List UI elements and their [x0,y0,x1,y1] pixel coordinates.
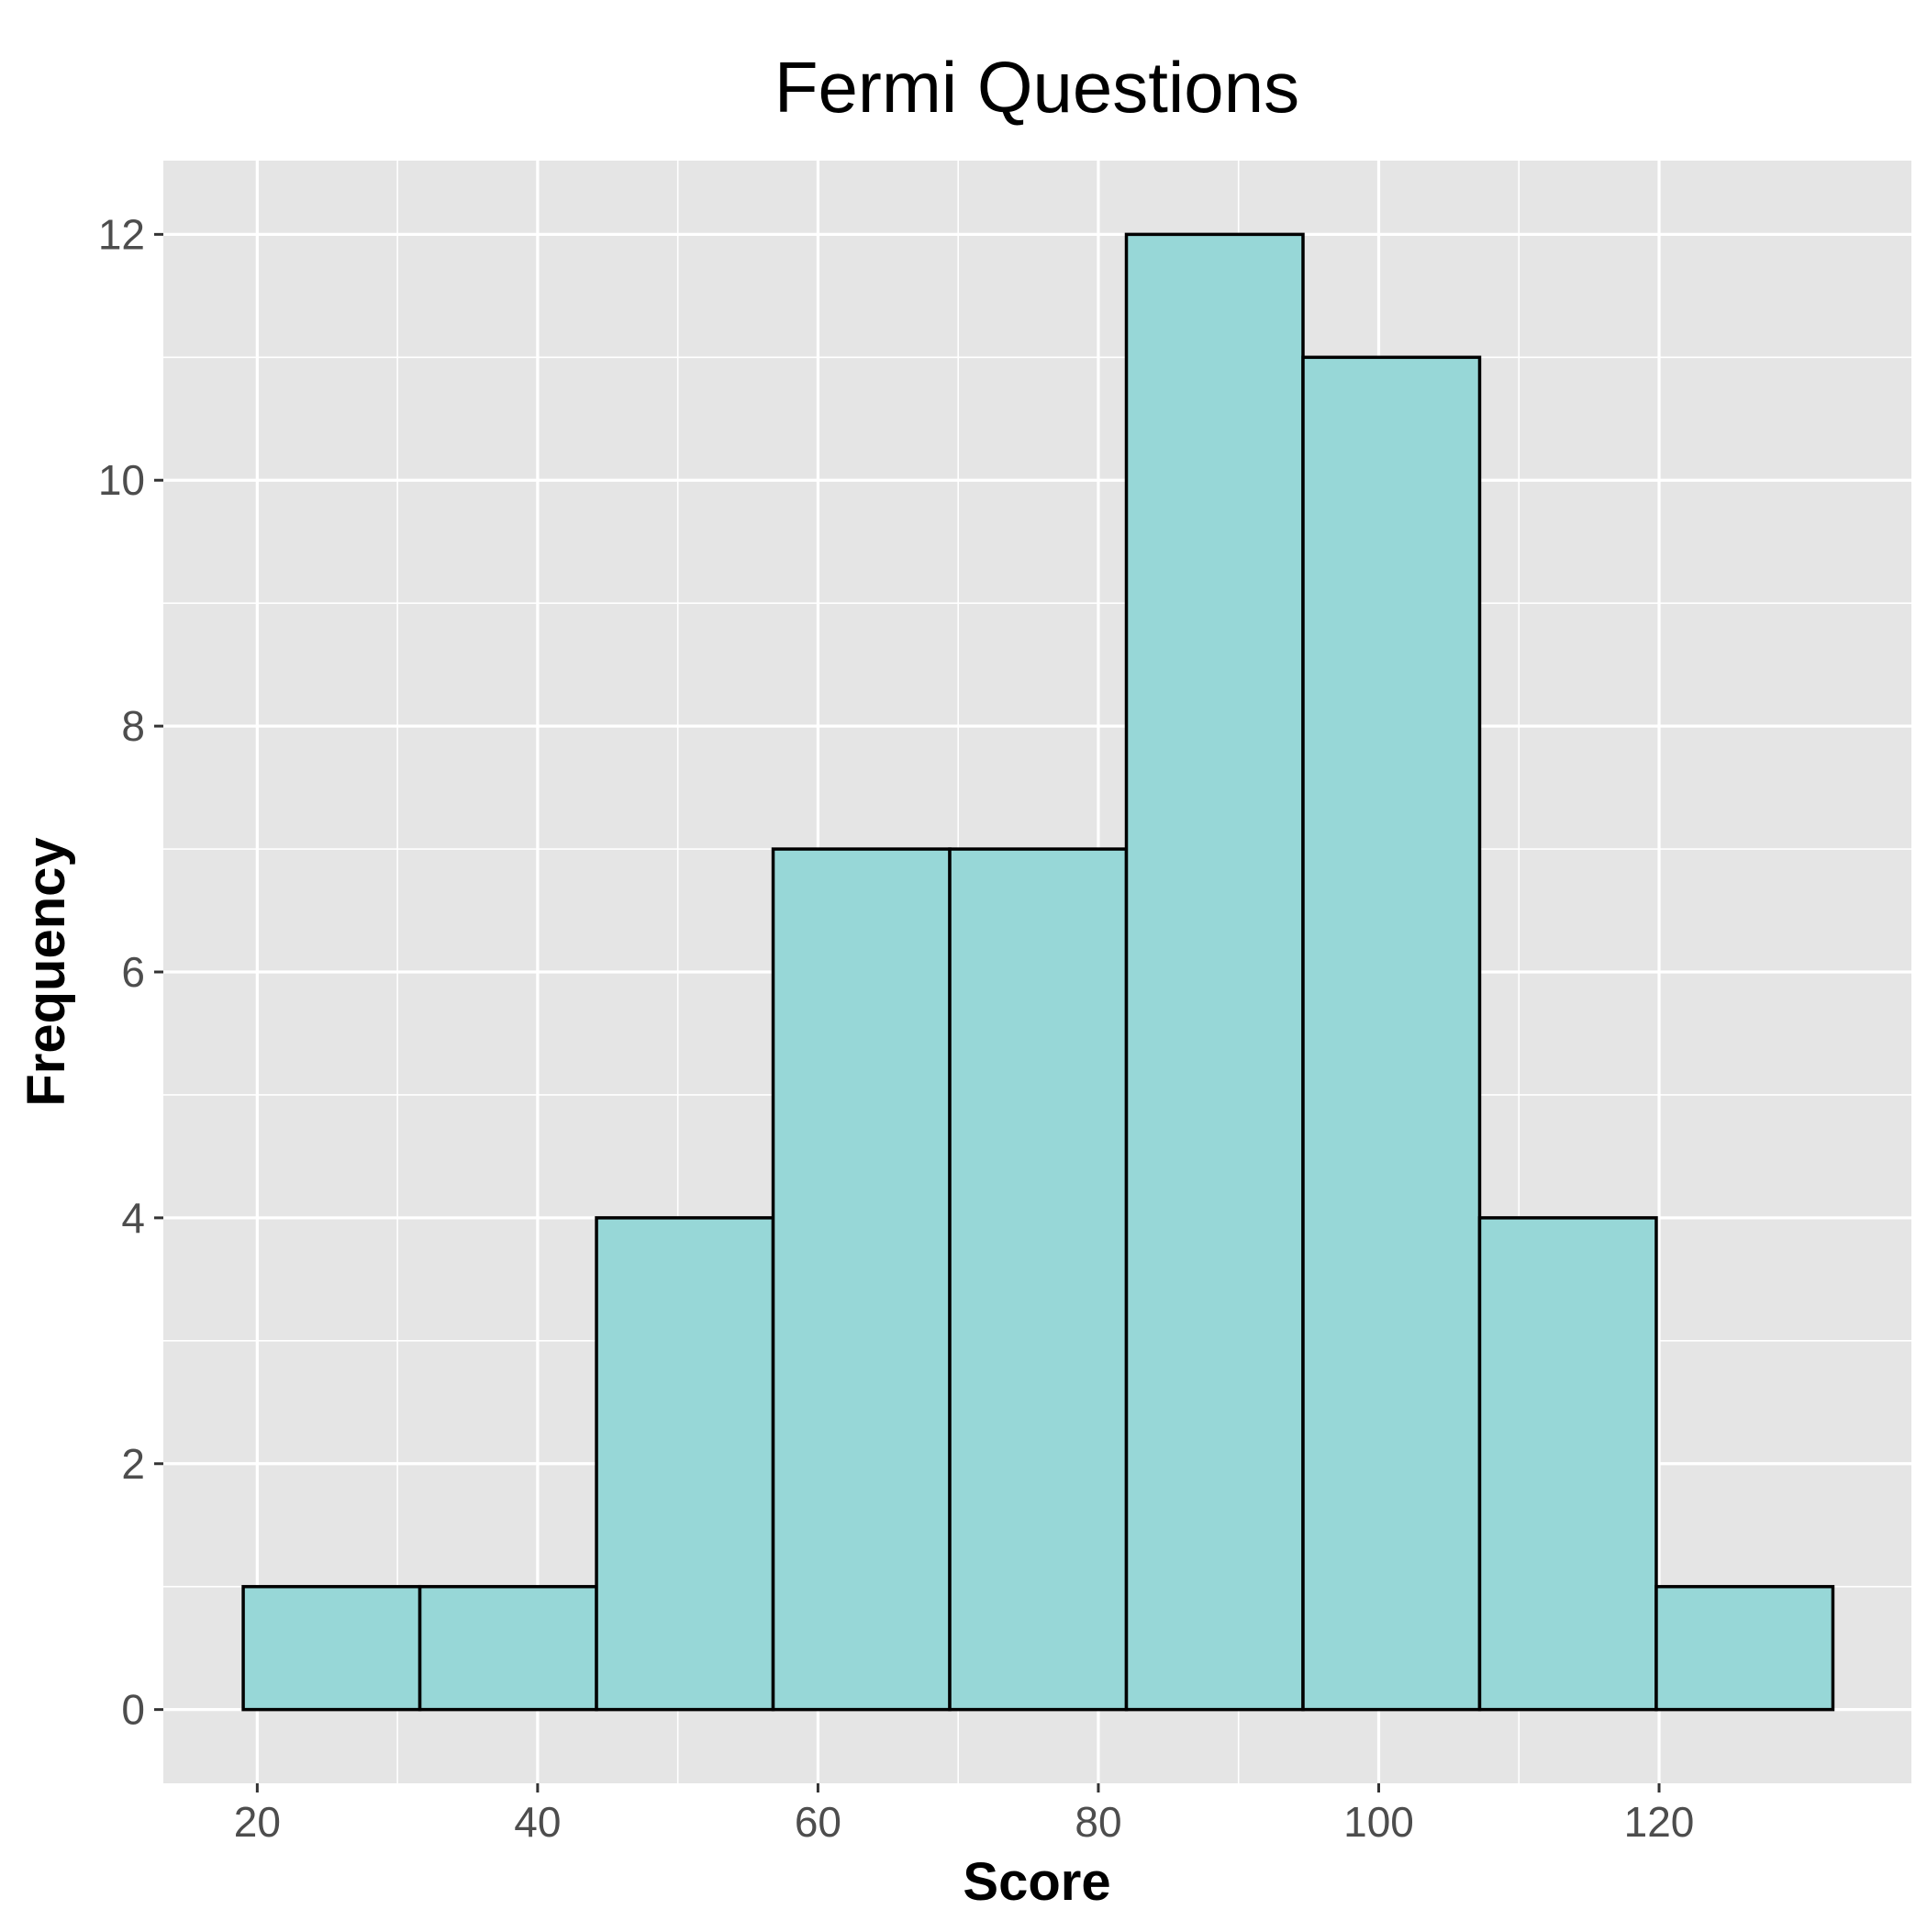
histogram-bar [241,1584,422,1712]
histogram-bar [418,1584,598,1712]
x-tick-label: 120 [1624,1798,1695,1846]
histogram-bar [948,847,1129,1712]
x-axis-title: Score [963,1852,1110,1912]
histogram-bar [1477,1216,1658,1712]
y-tick-label: 8 [121,702,145,750]
histogram-bar [1301,355,1482,1712]
y-tick-label: 0 [121,1686,145,1734]
y-tick-label: 4 [121,1194,145,1242]
histogram-bar [595,1216,775,1712]
histogram-bars [241,232,1835,1712]
y-axis-title: Frequency [17,837,76,1106]
y-axis: 0 2 4 6 8 10 12 [98,210,163,1734]
histogram-bar [771,847,952,1712]
x-tick-label: 20 [234,1798,281,1846]
y-tick-label: 10 [98,456,145,504]
y-tick-label: 2 [121,1440,145,1488]
x-tick-label: 80 [1075,1798,1121,1846]
y-tick-label: 6 [121,948,145,996]
y-tick-label: 12 [98,210,145,258]
x-tick-label: 40 [514,1798,561,1846]
chart-title: Fermi Questions [774,47,1299,128]
x-axis: 20 40 60 80 100 120 [234,1783,1695,1846]
x-tick-label: 60 [795,1798,841,1846]
histogram-bar [1654,1584,1835,1712]
histogram-bar [1124,232,1305,1712]
x-tick-label: 100 [1343,1798,1414,1846]
